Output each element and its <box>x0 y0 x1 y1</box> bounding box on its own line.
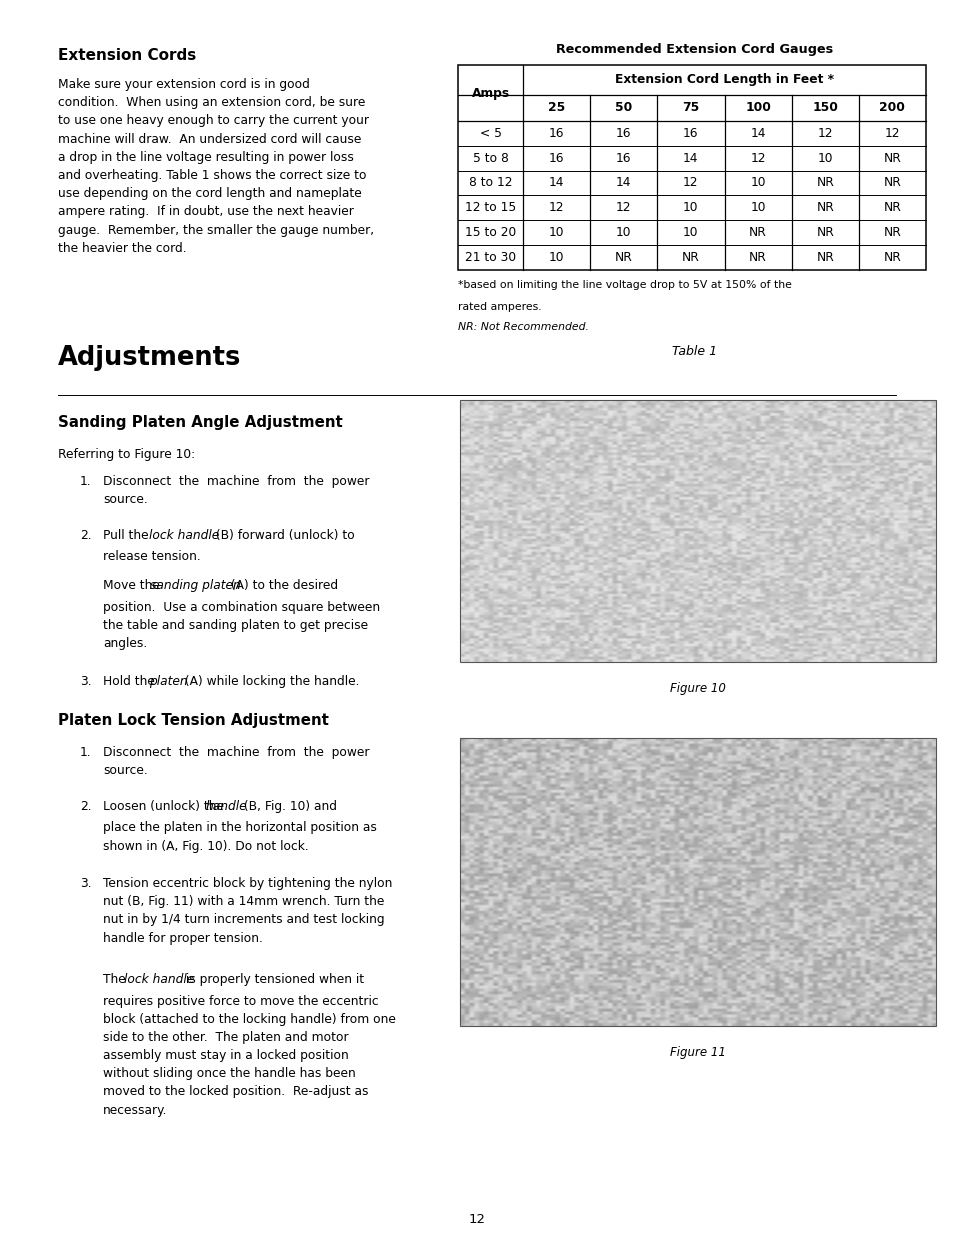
Text: place the platen in the horizontal position as
shown in (A, Fig. 10). Do not loc: place the platen in the horizontal posit… <box>103 821 376 852</box>
Text: NR: NR <box>882 152 901 164</box>
Text: 1.: 1. <box>80 746 91 760</box>
Text: Amps: Amps <box>471 86 509 100</box>
Text: 16: 16 <box>616 127 631 140</box>
Text: NR: NR <box>882 226 901 240</box>
Text: 14: 14 <box>548 177 564 189</box>
Text: 10: 10 <box>548 226 564 240</box>
Text: 15 to 20: 15 to 20 <box>464 226 516 240</box>
Text: Tension eccentric block by tightening the nylon
nut (B, Fig. 11) with a 14mm wre: Tension eccentric block by tightening th… <box>103 877 392 945</box>
Bar <box>457 65 925 269</box>
Text: platen: platen <box>149 676 188 688</box>
Text: Hold the: Hold the <box>103 676 158 688</box>
Text: Extension Cords: Extension Cords <box>58 48 196 63</box>
Text: 12: 12 <box>548 201 564 215</box>
Text: Platen Lock Tension Adjustment: Platen Lock Tension Adjustment <box>58 713 329 727</box>
Text: (B, Fig. 10) and: (B, Fig. 10) and <box>240 800 336 813</box>
Text: (A) to the desired: (A) to the desired <box>227 579 337 592</box>
Text: 10: 10 <box>750 177 765 189</box>
Text: Sanding Platen Angle Adjustment: Sanding Platen Angle Adjustment <box>58 415 342 430</box>
Text: 2.: 2. <box>80 529 91 542</box>
Text: 21 to 30: 21 to 30 <box>464 251 516 264</box>
Text: 5 to 8: 5 to 8 <box>472 152 508 164</box>
Text: 25: 25 <box>547 101 564 115</box>
Text: lock handle: lock handle <box>149 529 219 542</box>
Text: position.  Use a combination square between
the table and sanding platen to get : position. Use a combination square betwe… <box>103 600 379 650</box>
Text: 75: 75 <box>681 101 699 115</box>
Text: 14: 14 <box>616 177 631 189</box>
Text: rated amperes.: rated amperes. <box>457 301 541 311</box>
Text: 150: 150 <box>811 101 838 115</box>
Text: 2.: 2. <box>80 800 91 813</box>
Text: Adjustments: Adjustments <box>58 345 241 370</box>
Text: 1.: 1. <box>80 475 91 488</box>
Text: 10: 10 <box>548 251 564 264</box>
Text: 10: 10 <box>682 226 698 240</box>
Text: 50: 50 <box>615 101 632 115</box>
Text: < 5: < 5 <box>479 127 501 140</box>
Text: 10: 10 <box>616 226 631 240</box>
Text: 12: 12 <box>750 152 765 164</box>
Text: release tension.: release tension. <box>103 551 200 563</box>
Text: Pull the: Pull the <box>103 529 152 542</box>
Text: NR: NR <box>816 177 833 189</box>
Text: Recommended Extension Cord Gauges: Recommended Extension Cord Gauges <box>556 43 832 56</box>
Text: Referring to Figure 10:: Referring to Figure 10: <box>58 448 195 461</box>
Text: 12: 12 <box>468 1213 485 1226</box>
Text: NR: NR <box>816 226 833 240</box>
Text: 12: 12 <box>817 127 832 140</box>
Text: 8 to 12: 8 to 12 <box>468 177 512 189</box>
Text: 16: 16 <box>616 152 631 164</box>
Text: sanding platen: sanding platen <box>150 579 240 592</box>
Text: (B) forward (unlock) to: (B) forward (unlock) to <box>212 529 355 542</box>
Text: 200: 200 <box>879 101 904 115</box>
Text: Loosen (unlock) the: Loosen (unlock) the <box>103 800 228 813</box>
Text: 3.: 3. <box>80 676 91 688</box>
Text: lock handle: lock handle <box>124 973 194 986</box>
Text: Make sure your extension cord is in good
condition.  When using an extension cor: Make sure your extension cord is in good… <box>58 78 374 254</box>
Text: 16: 16 <box>548 127 564 140</box>
Text: The: The <box>103 973 130 986</box>
Text: requires positive force to move the eccentric
block (attached to the locking han: requires positive force to move the ecce… <box>103 994 395 1116</box>
Text: 10: 10 <box>750 201 765 215</box>
Text: 14: 14 <box>682 152 698 164</box>
Text: 16: 16 <box>548 152 564 164</box>
Text: NR: NR <box>681 251 700 264</box>
Text: NR: Not Recommended.: NR: Not Recommended. <box>457 322 588 332</box>
Text: NR: NR <box>882 201 901 215</box>
Text: Disconnect  the  machine  from  the  power
source.: Disconnect the machine from the power so… <box>103 746 369 777</box>
Text: 12: 12 <box>616 201 631 215</box>
Text: 12 to 15: 12 to 15 <box>464 201 516 215</box>
Text: handle: handle <box>206 800 248 813</box>
Text: 10: 10 <box>817 152 832 164</box>
Text: 14: 14 <box>750 127 765 140</box>
Text: 12: 12 <box>682 177 698 189</box>
Text: 16: 16 <box>682 127 698 140</box>
Text: NR: NR <box>748 226 766 240</box>
Bar <box>459 739 935 1026</box>
Text: Disconnect  the  machine  from  the  power
source.: Disconnect the machine from the power so… <box>103 475 369 506</box>
Text: NR: NR <box>615 251 632 264</box>
Text: Figure 11: Figure 11 <box>669 1046 725 1058</box>
Text: Move the: Move the <box>103 579 164 592</box>
Text: *based on limiting the line voltage drop to 5V at 150% of the: *based on limiting the line voltage drop… <box>457 280 791 290</box>
Text: 10: 10 <box>682 201 698 215</box>
Text: NR: NR <box>882 251 901 264</box>
Text: Extension Cord Length in Feet *: Extension Cord Length in Feet * <box>615 73 833 86</box>
Text: NR: NR <box>748 251 766 264</box>
Text: Table 1: Table 1 <box>671 345 717 358</box>
Text: NR: NR <box>816 201 833 215</box>
Text: NR: NR <box>816 251 833 264</box>
Text: (A) while locking the handle.: (A) while locking the handle. <box>181 676 359 688</box>
Text: is properly tensioned when it: is properly tensioned when it <box>182 973 364 986</box>
Text: Figure 10: Figure 10 <box>669 682 725 695</box>
Text: 3.: 3. <box>80 877 91 890</box>
Text: NR: NR <box>882 177 901 189</box>
Text: 100: 100 <box>744 101 770 115</box>
Text: 12: 12 <box>883 127 900 140</box>
Bar <box>459 400 935 662</box>
